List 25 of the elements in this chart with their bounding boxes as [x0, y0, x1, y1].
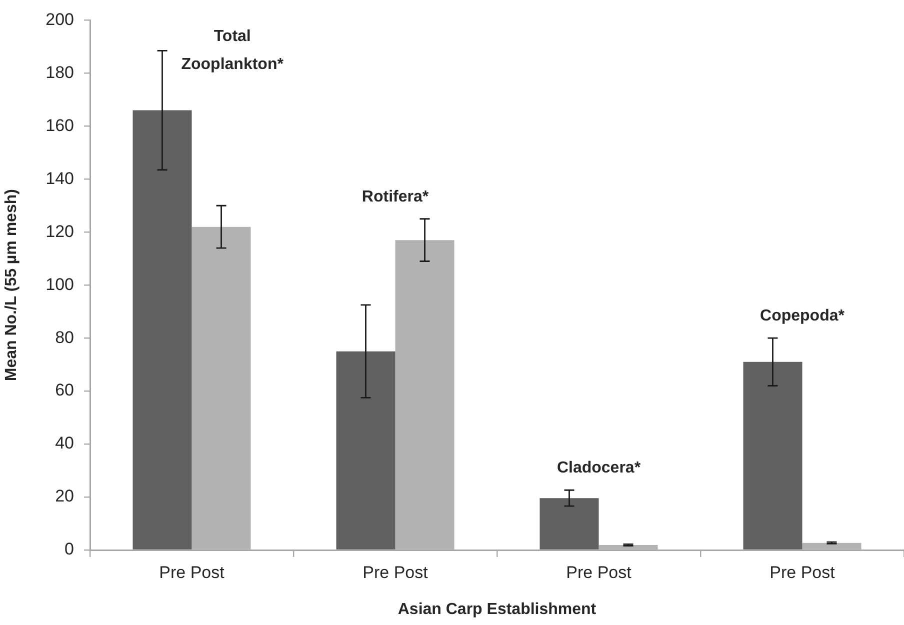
- bar: [336, 351, 396, 550]
- annotation: Rotifera*: [362, 188, 430, 206]
- x-axis-title: Asian Carp Establishment: [398, 600, 597, 618]
- annotation: Cladocera*: [556, 460, 642, 477]
- y-tick-label: 100: [46, 274, 74, 294]
- x-tick-label: Pre Post: [770, 562, 836, 582]
- y-tick-label: 200: [46, 10, 74, 29]
- bar: [132, 110, 192, 550]
- y-axis-title: Mean No./L (55 µm mesh): [3, 189, 20, 382]
- y-tick-label: 180: [46, 62, 74, 82]
- y-tick-label: 160: [46, 116, 74, 135]
- y-tick-label: 60: [55, 380, 74, 400]
- y-tick-label: 20: [55, 486, 74, 506]
- x-tick-label: Pre Post: [362, 562, 428, 582]
- y-tick-label: 40: [55, 434, 74, 453]
- x-tick-label: Pre Post: [159, 562, 225, 582]
- x-tick-label: Pre Post: [566, 562, 632, 582]
- y-tick-label: 140: [46, 168, 74, 188]
- annotation: Total Zooplankton*: [181, 28, 284, 74]
- y-tick-label: 0: [64, 540, 74, 559]
- annotation: Copepoda*: [760, 307, 846, 324]
- bar: [540, 498, 599, 550]
- y-tick-label: 120: [46, 222, 74, 241]
- y-tick-label: 80: [55, 328, 74, 347]
- bar: [743, 362, 802, 550]
